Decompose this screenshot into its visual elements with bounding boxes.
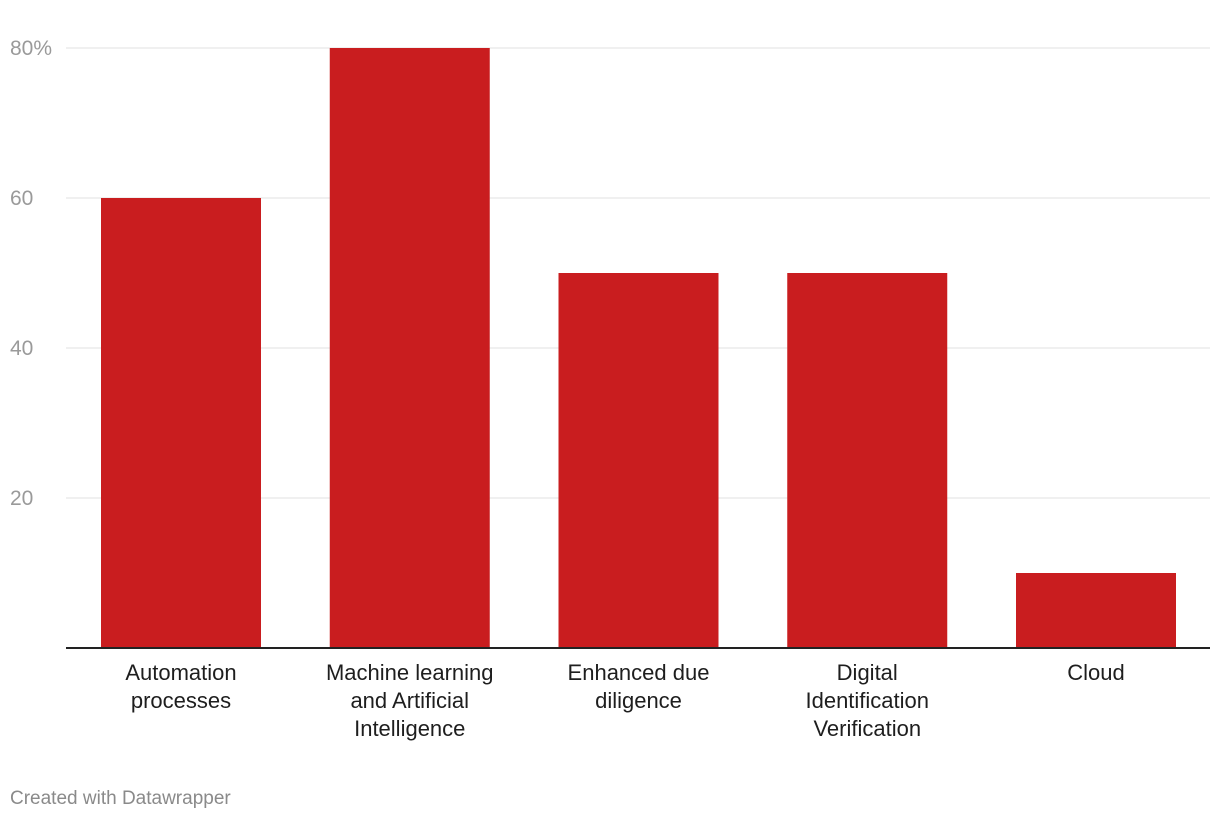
bars [101,48,1176,648]
y-tick-label: 80% [10,37,52,60]
category-label-line: and Artificial [350,688,469,713]
category-label-line: Enhanced due [568,660,710,685]
category-label-line: Verification [813,716,921,741]
category-label-line: diligence [595,688,682,713]
bar-chart: 20 40 60 80% Automation processes Machine lea… [10,37,1210,741]
bar [787,273,948,648]
credit-text: Created with Datawrapper [10,788,231,809]
category-label: Cloud [1067,660,1124,685]
category-label-line: Machine learning [326,660,494,685]
y-tick-label: 20 [10,487,33,510]
category-label: Digital Identification Verification [805,660,929,741]
category-label-line: Cloud [1067,660,1124,685]
category-label-line: Automation [125,660,236,685]
category-label-line: processes [131,688,231,713]
y-axis-ticks: 20 40 60 80% [10,37,52,510]
bar [558,273,719,648]
category-label-line: Digital [837,660,898,685]
bar [329,48,490,648]
category-label: Machine learning and Artificial Intelligen… [326,660,494,741]
x-axis-labels: Automation processes Machine learning and A… [125,660,1124,741]
bar [101,198,261,648]
y-tick-label: 60 [10,187,33,210]
category-label: Automation processes [125,660,236,713]
category-label-line: Identification [805,688,929,713]
y-tick-label: 40 [10,337,33,360]
bar [1016,573,1176,648]
category-label: Enhanced due diligence [568,660,710,713]
category-label-line: Intelligence [354,716,465,741]
